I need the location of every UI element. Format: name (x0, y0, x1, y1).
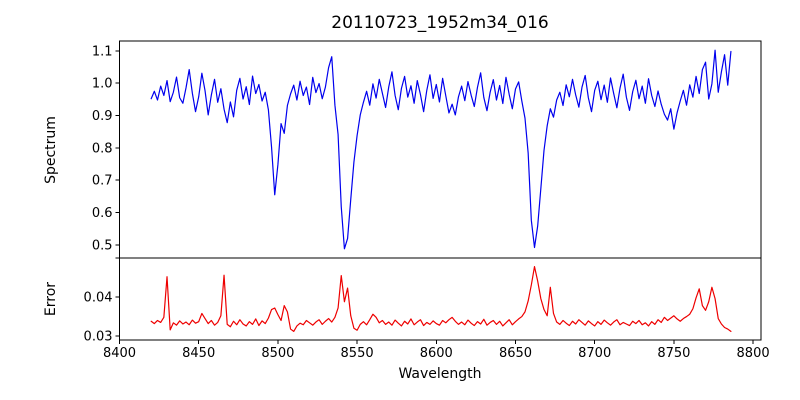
x-tick-label: 8650 (499, 346, 532, 361)
spectrum-line (150, 49, 732, 250)
spectrum-y-tick-label: 0.5 (92, 238, 113, 253)
error-panel-border (119, 257, 762, 341)
x-tick-label: 8550 (341, 346, 374, 361)
x-tick-label: 8500 (261, 346, 294, 361)
error-line (150, 265, 732, 333)
spectrum-panel-border (119, 40, 762, 259)
spectrum-y-tick-label: 0.9 (92, 109, 113, 124)
x-tick-label: 8400 (103, 346, 136, 361)
error-y-tick-label: 0.04 (84, 291, 113, 306)
x-tick-label: 8600 (420, 346, 453, 361)
x-tick-label: 8700 (578, 346, 611, 361)
spectrum-y-tick-label: 0.8 (92, 141, 113, 156)
plot-title: 20110723_1952m34_016 (331, 13, 549, 33)
x-tick-label: 8800 (737, 346, 770, 361)
spectrum-y-tick-label: 0.6 (92, 206, 113, 221)
wavelength-axis-label: Wavelength (398, 366, 482, 382)
x-tick-label: 8750 (657, 346, 690, 361)
spectrum-y-tick-label: 0.7 (92, 174, 113, 189)
error-y-tick-label: 0.03 (84, 330, 113, 345)
x-tick-label: 8450 (182, 346, 215, 361)
spectrum-y-tick-label: 1.0 (92, 77, 113, 92)
spectrum-y-tick-label: 1.1 (92, 44, 113, 59)
